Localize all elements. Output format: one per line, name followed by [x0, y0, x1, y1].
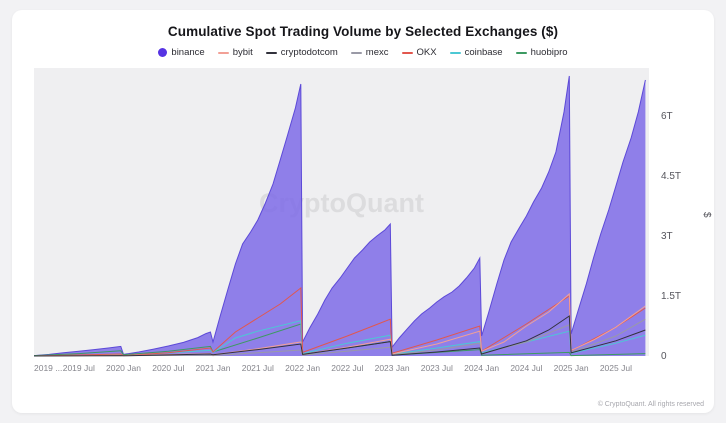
legend-item-okx[interactable]: OKX	[401, 47, 437, 58]
legend-item-cryptodotcom[interactable]: cryptodotcom	[265, 47, 338, 58]
y-axis-title: $	[701, 212, 712, 218]
x-tick-label: 2024 Jul	[510, 363, 542, 373]
legend-item-bybit[interactable]: bybit	[217, 47, 253, 58]
legend-marker-coinbase	[449, 51, 461, 54]
x-tick-label: 2019 Jul	[63, 363, 95, 373]
legend-label: binance	[171, 47, 205, 58]
series-OKX	[33, 287, 646, 357]
legend-marker-huobipro	[515, 51, 527, 54]
series-binance-area	[34, 76, 646, 356]
y-tick-label: 1.5T	[661, 291, 681, 302]
y-tick-label: 6T	[661, 111, 673, 122]
series-coinbase	[33, 320, 646, 357]
legend-marker-binance	[158, 48, 168, 57]
legend-label: cryptodotcom	[280, 47, 338, 58]
legend-label: mexc	[365, 47, 389, 58]
x-tick-label: 2022 Jul	[331, 363, 363, 373]
x-tick-label: 2021 Jul	[242, 363, 274, 373]
legend-marker-cryptodotcom	[265, 51, 277, 54]
legend-item-coinbase[interactable]: coinbase	[449, 47, 503, 58]
legend-label: bybit	[232, 47, 253, 58]
y-tick-label: 0	[661, 351, 667, 362]
chart-title: Cumulative Spot Trading Volume by Select…	[167, 24, 559, 39]
x-tick-label: 2021 Jan	[196, 363, 231, 373]
x-tick-label: 2022 Jan	[285, 363, 320, 373]
legend-label: coinbase	[464, 47, 503, 58]
legend-label: huobipro	[530, 47, 568, 58]
x-tick-label: 2025 Jul	[600, 363, 632, 373]
y-tick-label: 4.5T	[661, 171, 681, 182]
x-tick-label: 2025 Jan	[554, 363, 589, 373]
legend-item-mexc[interactable]: mexc	[350, 47, 389, 58]
legend-item-binance[interactable]: binance	[158, 47, 205, 58]
x-tick-label: 2020 Jan	[106, 363, 141, 373]
x-tick-label: 2019 ...	[34, 363, 62, 373]
copyright-text: © CryptoQuant. All rights reserved	[597, 401, 704, 408]
series-binance-edge	[33, 75, 646, 357]
legend-marker-mexc	[350, 51, 362, 54]
legend: binance bybit cryptodotcom mexc OKX coinbase h…	[12, 47, 714, 58]
legend-marker-okx	[401, 51, 413, 54]
x-tick-label: 2024 Jan	[464, 363, 499, 373]
series-cryptodotcom	[33, 315, 646, 357]
legend-label: OKX	[416, 47, 437, 58]
x-tick-label: 2023 Jan	[375, 363, 410, 373]
x-tick-label: 2023 Jul	[421, 363, 453, 373]
x-tick-label: 2020 Jul	[152, 363, 184, 373]
chart-area: CryptoQuant 0 1.5T 3T 4.5T 6T 2019 ... 2019 Jul…	[33, 68, 714, 383]
legend-item-huobipro[interactable]: huobipro	[515, 47, 568, 58]
y-tick-label: 3T	[661, 231, 673, 242]
legend-marker-bybit	[217, 51, 229, 54]
chart-card: Cumulative Spot Trading Volume by Select…	[12, 10, 714, 413]
